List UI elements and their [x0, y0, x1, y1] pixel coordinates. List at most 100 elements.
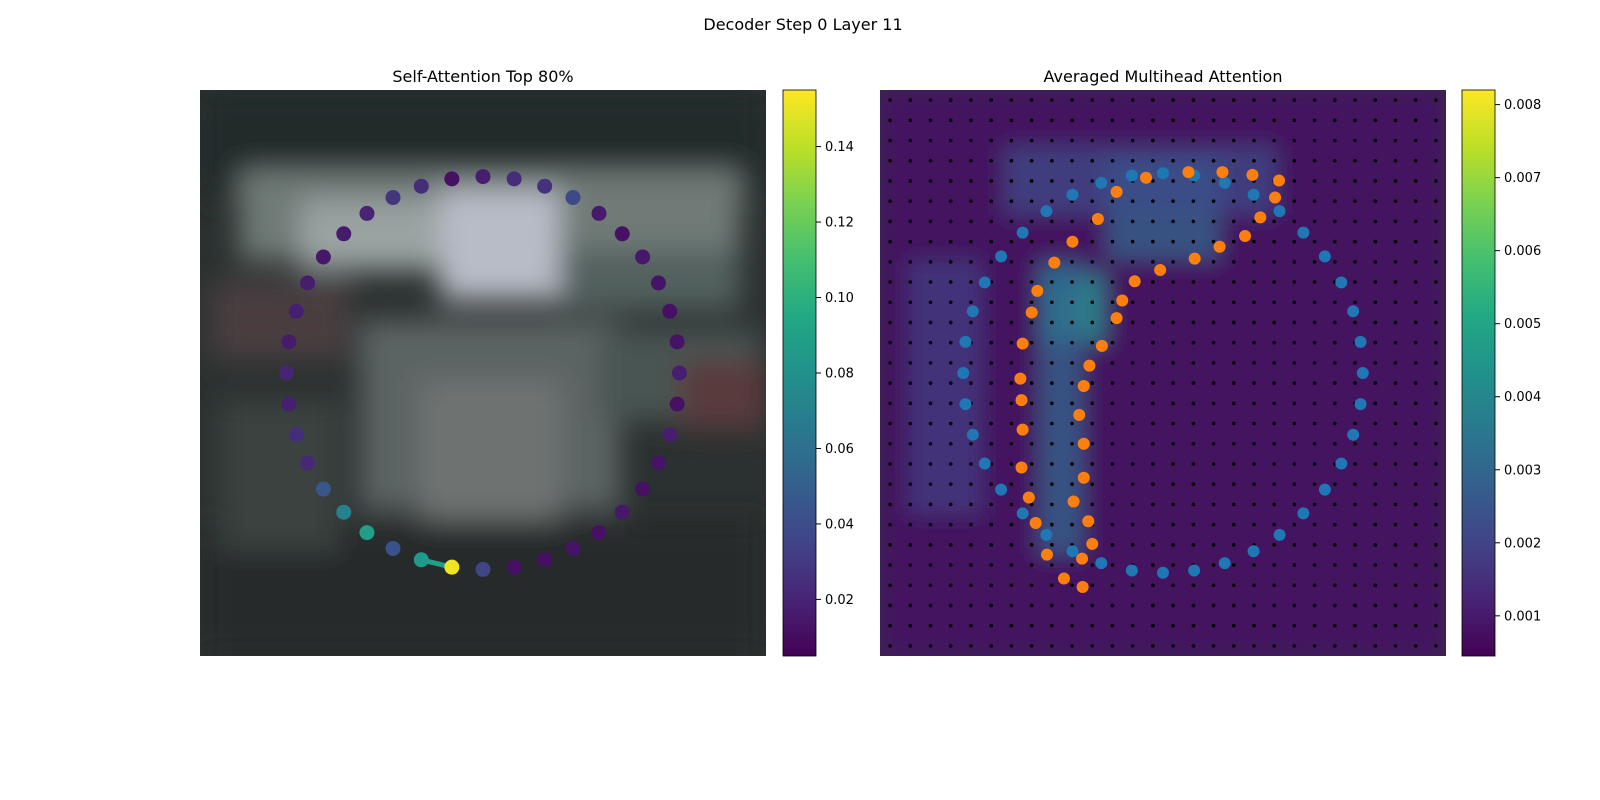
grid-point [1211, 583, 1216, 588]
grid-point [1434, 401, 1438, 406]
grid-point [1373, 118, 1378, 123]
series-2-point [1077, 380, 1090, 393]
keypoint-marker [662, 303, 678, 319]
grid-point [928, 239, 933, 244]
grid-point [1029, 482, 1034, 486]
keypoint-marker [359, 205, 375, 221]
grid-point [1110, 482, 1115, 486]
series-2-point [1095, 339, 1108, 352]
grid-point [1252, 583, 1256, 588]
grid-point [1393, 280, 1398, 284]
grid-point [1191, 320, 1196, 325]
grid-point [1070, 320, 1074, 325]
grid-point [948, 421, 953, 426]
grid-point [989, 239, 993, 244]
grid-point [1231, 381, 1236, 385]
grid-point [1353, 98, 1357, 102]
grid-point [1110, 118, 1115, 123]
grid-point [888, 239, 892, 244]
grid-point [1130, 623, 1135, 628]
grid-point [1211, 138, 1216, 143]
grid-point [1312, 361, 1317, 365]
grid-point [1434, 583, 1438, 588]
series-2-point [1016, 337, 1029, 350]
grid-point [1050, 320, 1054, 325]
grid-point [1009, 522, 1014, 527]
grid-point [1393, 543, 1398, 547]
grid-point [1009, 462, 1014, 466]
grid-point [1191, 199, 1196, 203]
grid-point [1130, 340, 1135, 345]
grid-point [1009, 563, 1014, 567]
grid-point [969, 623, 973, 628]
grid-point [1070, 623, 1074, 628]
grid-point [1090, 320, 1095, 325]
grid-point [1393, 421, 1398, 426]
series-1-point [1347, 428, 1360, 441]
grid-point [1333, 199, 1337, 203]
keypoint-marker [506, 171, 522, 187]
grid-point [1434, 320, 1438, 325]
grid-point [948, 239, 953, 244]
grid-point [928, 138, 933, 143]
grid-point [1090, 199, 1095, 203]
grid-point [1090, 421, 1095, 426]
grid-point [1130, 421, 1135, 426]
grid-point [1393, 199, 1398, 203]
grid-point [1110, 158, 1115, 163]
grid-point [1050, 563, 1054, 567]
grid-point [888, 260, 892, 264]
grid-point [1050, 502, 1054, 507]
grid-point [989, 543, 993, 547]
grid-point [1333, 381, 1337, 385]
grid-point [1312, 502, 1317, 507]
grid-point [989, 482, 993, 486]
grid-point [1312, 462, 1317, 466]
grid-point [1151, 138, 1155, 143]
grid-point [1191, 421, 1196, 426]
grid-point [1070, 482, 1074, 486]
grid-point [1373, 563, 1378, 567]
series-1-point [1247, 545, 1260, 558]
grid-point [1353, 583, 1357, 588]
grid-point [1050, 199, 1054, 203]
grid-point [908, 441, 913, 446]
grid-point [1434, 482, 1438, 486]
grid-point [1312, 623, 1317, 628]
grid-point [1130, 239, 1135, 244]
grid-point [1292, 441, 1297, 446]
grid-point [1211, 441, 1216, 446]
grid-point [1050, 421, 1054, 426]
grid-point [1050, 138, 1054, 143]
grid-point [948, 563, 953, 567]
grid-point [1130, 138, 1135, 143]
grid-point [1130, 462, 1135, 466]
grid-point [1029, 219, 1034, 224]
grid-point [1393, 179, 1398, 183]
grid-point [1211, 381, 1216, 385]
grid-point [1434, 381, 1438, 385]
series-2-point [1082, 515, 1095, 528]
grid-point [908, 158, 913, 163]
grid-point [1353, 502, 1357, 507]
colorbar-tick-label: 0.12 [825, 216, 854, 231]
grid-point [1373, 320, 1378, 325]
grid-point [1151, 98, 1155, 102]
grid-point [1090, 482, 1095, 486]
keypoint-markers [279, 169, 687, 577]
grid-point [928, 563, 933, 567]
grid-point [1393, 158, 1398, 163]
grid-point [1070, 583, 1074, 588]
grid-point [1413, 260, 1418, 264]
grid-point [969, 502, 973, 507]
grid-point [1413, 138, 1418, 143]
colorbar-tick-label: 0.10 [825, 291, 854, 306]
grid-point [1191, 381, 1196, 385]
grid-point [1070, 280, 1074, 284]
grid-point [908, 401, 913, 406]
colorbar-tick-label: 0.007 [1504, 171, 1541, 186]
grid-point [1353, 158, 1357, 163]
grid-point [1110, 219, 1115, 224]
grid-point [1333, 441, 1337, 446]
grid-point [1393, 502, 1398, 507]
